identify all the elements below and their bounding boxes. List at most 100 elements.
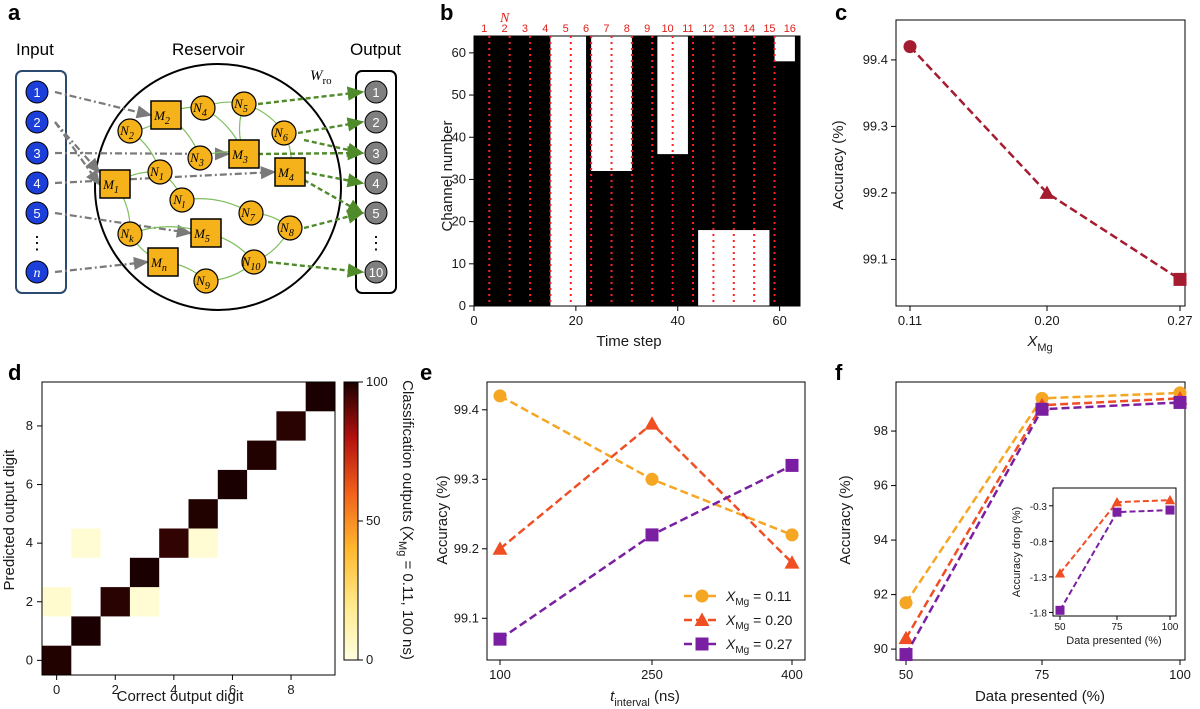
series-line bbox=[499, 464, 793, 641]
panel-b-ylabel: Channel number bbox=[439, 121, 456, 232]
output-node bbox=[364, 171, 388, 195]
y-tick-label: 30 bbox=[452, 171, 466, 186]
segment-label: 6 bbox=[583, 23, 589, 35]
segment-label: 14 bbox=[743, 23, 755, 35]
inset-data-point bbox=[1054, 568, 1066, 578]
segment-label: 13 bbox=[723, 23, 735, 35]
input-node bbox=[25, 110, 49, 134]
inset-x-tick-label: 75 bbox=[1111, 622, 1123, 633]
segment-label: 11 bbox=[682, 23, 693, 35]
neuron-node bbox=[271, 120, 297, 146]
panel-c-ylabel: Accuracy (%) bbox=[830, 120, 847, 209]
y-tick-label: 99.4 bbox=[454, 402, 479, 417]
readout-connection bbox=[303, 170, 365, 188]
output-node bbox=[364, 260, 388, 284]
output-node-label: 3 bbox=[372, 146, 379, 161]
data-point bbox=[1035, 402, 1049, 416]
output-title: Output bbox=[350, 40, 401, 59]
input-ellipsis: ⋮ bbox=[28, 233, 46, 253]
neuron-node bbox=[147, 159, 173, 185]
input-node-label: 1 bbox=[33, 85, 40, 100]
panel-b-xlabel: Time step bbox=[596, 333, 661, 350]
segment-label: 4 bbox=[542, 23, 548, 35]
neuron-node bbox=[169, 187, 195, 213]
inset-y-tick-label: -0.3 bbox=[1030, 502, 1048, 513]
y-tick-label: 20 bbox=[452, 214, 466, 229]
matrix-cell bbox=[129, 557, 160, 588]
data-point bbox=[903, 40, 917, 54]
matrix-cell bbox=[217, 469, 248, 500]
segment-label: 15 bbox=[763, 23, 775, 35]
y-tick-label: 0 bbox=[459, 298, 466, 313]
x-tick-label: 20 bbox=[569, 313, 583, 328]
matrix-cell bbox=[71, 616, 101, 646]
neuron-label: Nl bbox=[172, 192, 185, 211]
legend-label: XMg = 0.11 bbox=[725, 588, 792, 608]
panel-letter-d: d bbox=[8, 360, 21, 385]
accuracy-vs-data-panel: Accuracy (%) Data presented (%) 90 92 94 96… bbox=[837, 381, 1191, 705]
active-region bbox=[550, 36, 587, 306]
y-tick-label: 90 bbox=[874, 641, 888, 656]
y-tick-label: 2 bbox=[26, 594, 33, 609]
y-tick-label: 60 bbox=[452, 45, 466, 60]
neuron-node bbox=[117, 221, 143, 247]
colorbar-tick-label: 100 bbox=[366, 374, 388, 389]
memristor-node bbox=[190, 218, 222, 248]
colorbar-tick-label: 0 bbox=[366, 652, 373, 667]
x-tick-label: 4 bbox=[170, 682, 177, 697]
segment-label: 7 bbox=[603, 23, 609, 35]
output-node-label: 5 bbox=[372, 206, 379, 221]
active-region bbox=[698, 230, 770, 306]
segment-label: 9 bbox=[644, 23, 650, 35]
legend-marker bbox=[695, 637, 709, 651]
inset-data-point bbox=[1055, 605, 1065, 615]
segment-label: 10 bbox=[661, 23, 673, 35]
data-point bbox=[645, 528, 659, 542]
inset-y-tick-label: -1.3 bbox=[1030, 573, 1048, 584]
heatmap-frame bbox=[473, 35, 801, 307]
y-tick-label: 40 bbox=[452, 129, 466, 144]
input-node bbox=[25, 171, 49, 195]
x-tick-label: 100 bbox=[489, 667, 511, 682]
x-tick-label: 0.11 bbox=[898, 313, 922, 328]
colorbar-tick-label: 50 bbox=[366, 513, 380, 528]
legend-label: XMg = 0.27 bbox=[725, 636, 793, 656]
input-node-label: 2 bbox=[33, 115, 40, 130]
matrix-cell bbox=[42, 587, 72, 617]
segment-label: 16 bbox=[784, 23, 796, 35]
series-line bbox=[909, 45, 1181, 281]
inset-frame bbox=[1052, 487, 1177, 617]
neuron-node bbox=[238, 200, 264, 226]
output-node-label: 1 bbox=[372, 85, 379, 100]
segment-label: 3 bbox=[522, 23, 528, 35]
x-tick-label: 0.20 bbox=[1034, 313, 1059, 328]
y-tick-label: 99.3 bbox=[863, 118, 888, 133]
input-connection bbox=[54, 121, 101, 174]
memristor-node bbox=[228, 139, 260, 169]
segment-label: 1 bbox=[481, 23, 487, 35]
data-point bbox=[493, 632, 507, 646]
readout-connection bbox=[303, 178, 365, 215]
x-tick-label: 50 bbox=[899, 667, 913, 682]
matrix-cell bbox=[42, 645, 72, 675]
accuracy-vs-mg-panel: Accuracy (%) XMg 99.1 99.2 99.3 99.4 0.11 0.2… bbox=[830, 19, 1193, 354]
input-node-label: 4 bbox=[33, 176, 40, 191]
input-node-label: 3 bbox=[33, 146, 40, 161]
plot-frame bbox=[895, 381, 1186, 661]
reservoir-title: Reservoir bbox=[172, 40, 245, 59]
inset-y-tick-label: -0.8 bbox=[1030, 537, 1048, 548]
memristor-node bbox=[150, 100, 182, 130]
segment-label: 2 bbox=[502, 23, 508, 35]
inset-data-point bbox=[1112, 507, 1122, 517]
segment-label: 12 bbox=[702, 23, 714, 35]
x-tick-label: 2 bbox=[112, 682, 119, 697]
input-node bbox=[25, 201, 49, 225]
memristor-node bbox=[147, 247, 179, 277]
data-point bbox=[492, 541, 508, 555]
neuron-node bbox=[187, 145, 213, 171]
input-node-label: n bbox=[34, 266, 41, 281]
matrix-cell bbox=[247, 440, 277, 470]
panel-e-ylabel: Accuracy (%) bbox=[434, 475, 451, 564]
panel-f-ylabel: Accuracy (%) bbox=[837, 475, 854, 564]
x-tick-label: 0.27 bbox=[1167, 313, 1192, 328]
